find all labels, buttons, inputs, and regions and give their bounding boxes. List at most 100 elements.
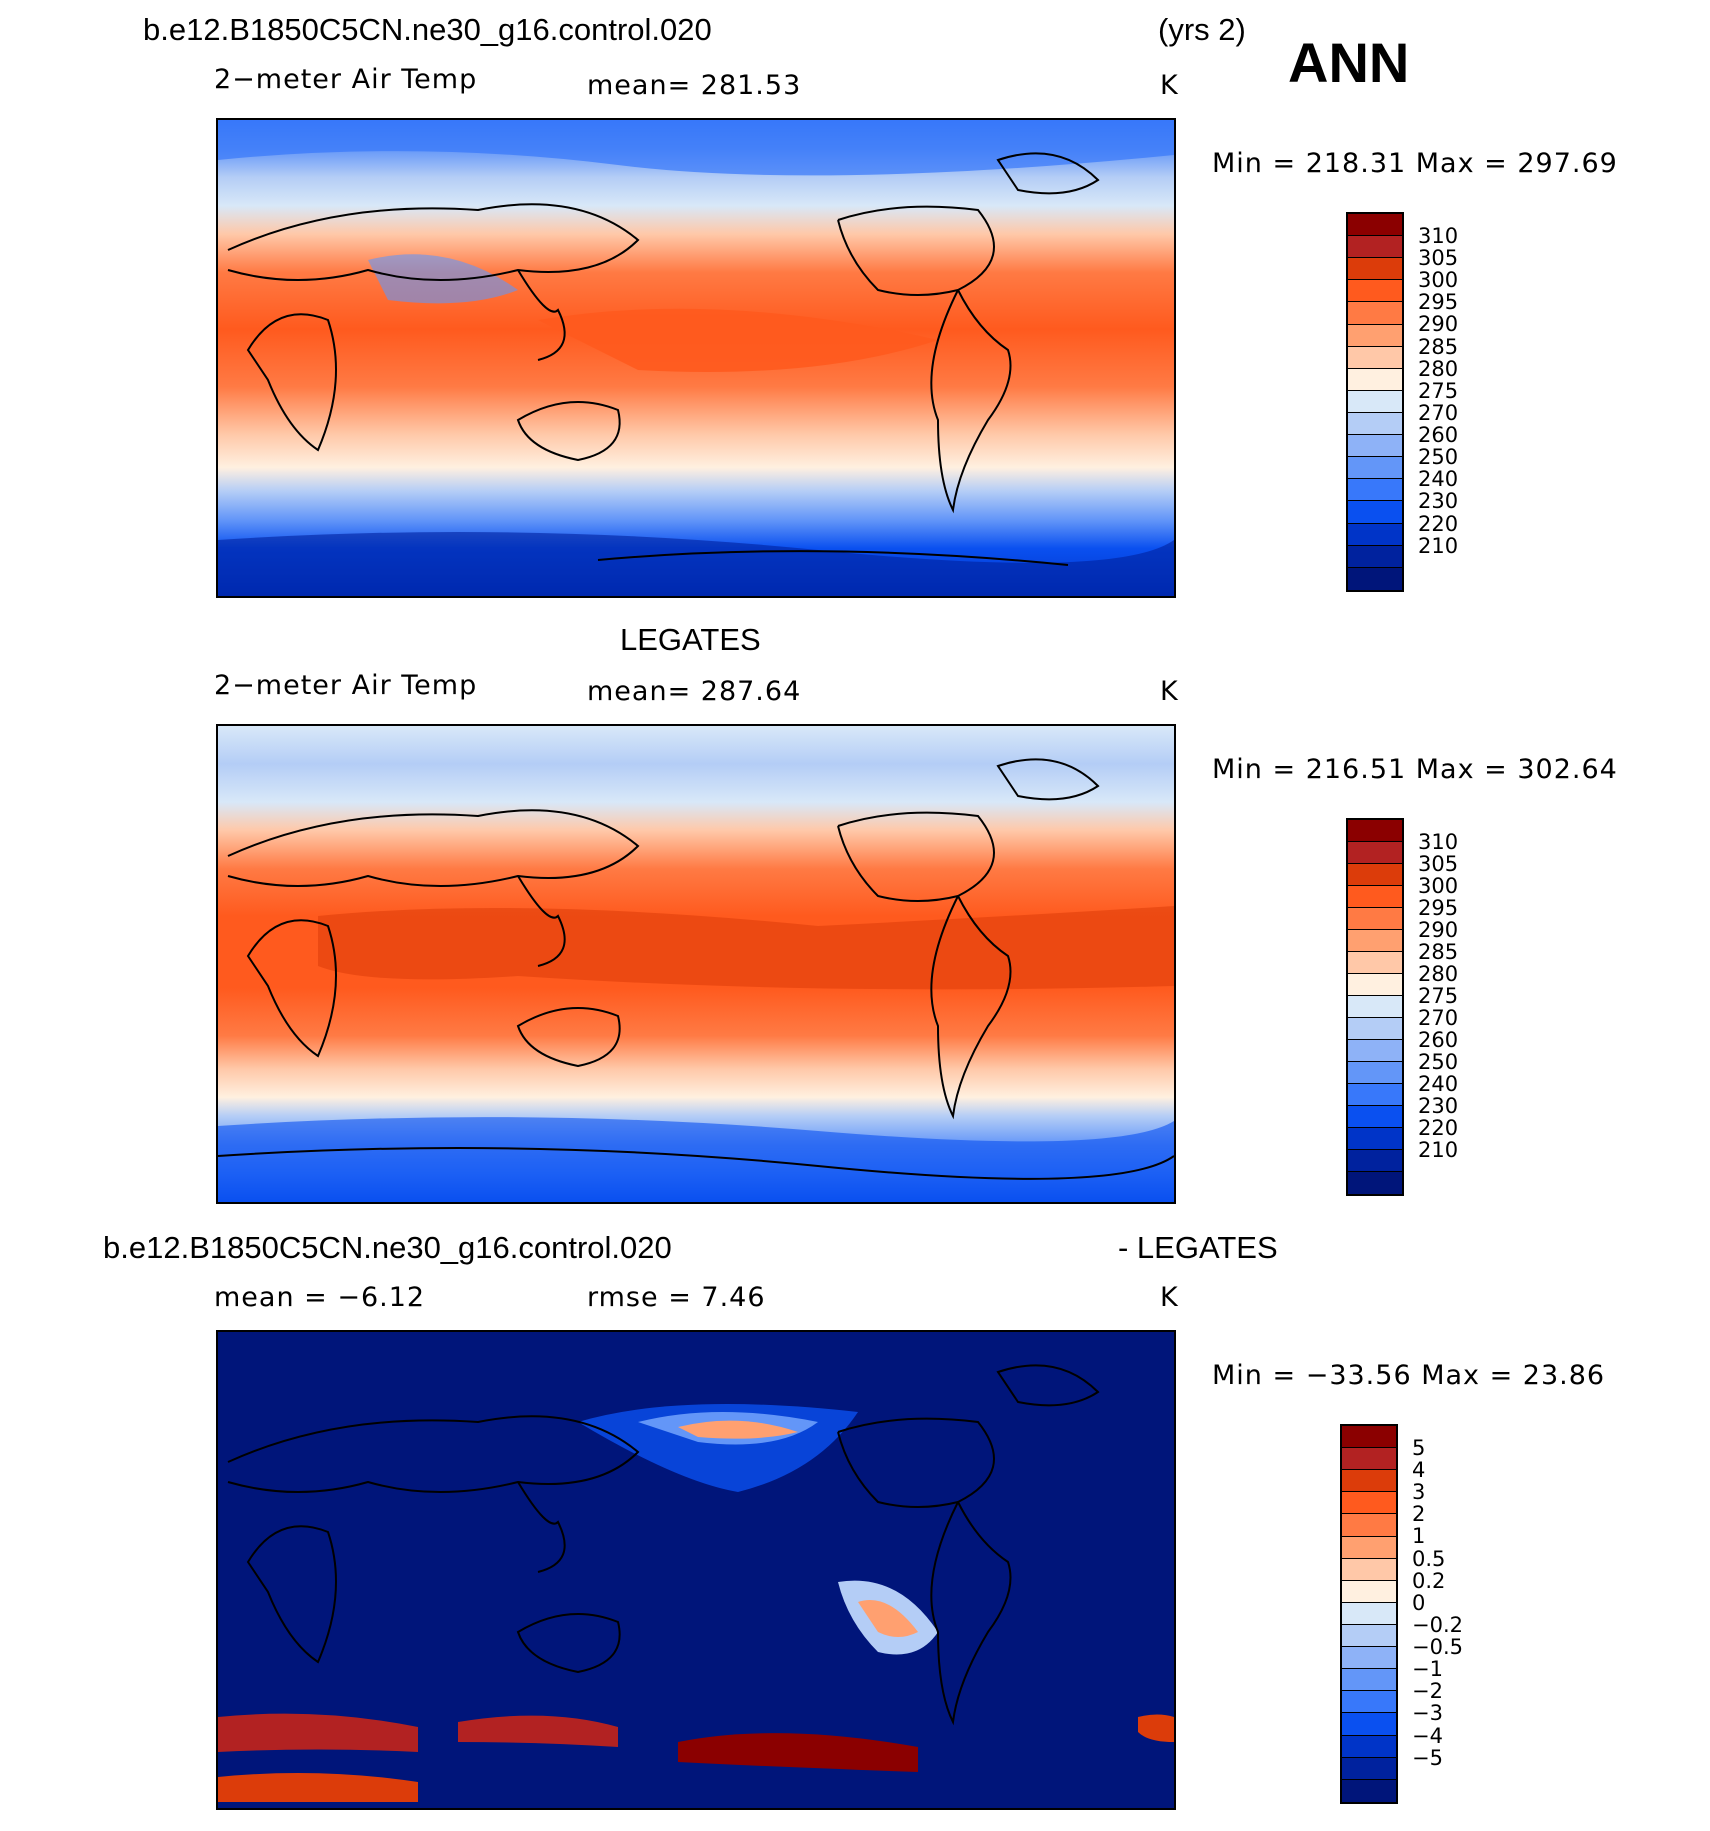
colorbar-swatch xyxy=(1348,545,1402,568)
panel3-heading: b.e12.B1850C5CN.ne30_g16.control.020 xyxy=(103,1230,672,1265)
colorbar-tick-label: 220 xyxy=(1418,1116,1459,1140)
colorbar-swatch xyxy=(1342,1779,1396,1802)
panel1-variable: 2−meter Air Temp xyxy=(214,64,478,95)
panel2-units: K xyxy=(1160,676,1179,707)
colorbar-swatch xyxy=(1342,1757,1396,1780)
colorbar-tick-label: 220 xyxy=(1418,511,1459,536)
panel2-variable: 2−meter Air Temp xyxy=(214,670,478,701)
colorbar-tick-label: 1 xyxy=(1412,1524,1426,1549)
colorbar-swatch xyxy=(1342,1735,1396,1758)
colorbar-tick-label: 5 xyxy=(1412,1436,1426,1460)
colorbar-tick-label: 0 xyxy=(1412,1590,1426,1615)
colorbar-swatch xyxy=(1348,820,1402,842)
colorbar-swatch xyxy=(1348,886,1402,908)
obs-temperature-map xyxy=(216,724,1176,1204)
colorbar-tick-label: 305 xyxy=(1418,852,1459,876)
panel3-mean: mean = −6.12 xyxy=(214,1282,426,1313)
colorbar-swatch xyxy=(1348,346,1402,369)
colorbar-tick-label: 210 xyxy=(1418,533,1459,558)
colorbar-tick-label: 230 xyxy=(1418,1094,1459,1118)
colorbar-tick-label: 0.5 xyxy=(1412,1546,1446,1571)
colorbar-swatch xyxy=(1342,1514,1396,1537)
colorbar-swatch xyxy=(1348,1128,1402,1150)
colorbar-swatch xyxy=(1342,1669,1396,1692)
colorbar-swatch xyxy=(1348,1106,1402,1128)
colorbar-swatch xyxy=(1348,479,1402,502)
colorbar-tick-label: −1 xyxy=(1412,1657,1443,1682)
colorbar-swatch xyxy=(1348,930,1402,952)
colorbar-tick-label: 250 xyxy=(1418,1050,1459,1074)
colorbar-swatch xyxy=(1348,324,1402,347)
colorbar-swatch xyxy=(1348,1062,1402,1084)
colorbar-tick-label: 250 xyxy=(1418,445,1459,470)
colorbar-swatch xyxy=(1342,1558,1396,1581)
colorbar-tick-label: −4 xyxy=(1412,1723,1443,1748)
colorbar-swatch xyxy=(1348,996,1402,1018)
colorbar-tick-label: 240 xyxy=(1418,1072,1459,1096)
colorbar-swatch xyxy=(1348,412,1402,436)
colorbar-swatch xyxy=(1348,501,1402,524)
colorbar-swatch xyxy=(1342,1492,1396,1515)
colorbar-swatch xyxy=(1348,908,1402,930)
colorbar-swatch xyxy=(1348,236,1402,259)
map-svg-3 xyxy=(218,1332,1174,1808)
colorbar-swatch xyxy=(1348,1084,1402,1106)
colorbar-tick-label: 230 xyxy=(1418,489,1459,514)
colorbar-tick-label: 4 xyxy=(1412,1458,1426,1483)
colorbar-swatch xyxy=(1348,1172,1402,1194)
difference-map xyxy=(216,1330,1176,1810)
colorbar-tick-label: 300 xyxy=(1418,874,1459,898)
colorbar-tick-label: 270 xyxy=(1418,400,1459,425)
colorbar-swatch xyxy=(1348,567,1402,590)
colorbar-tick-label: 280 xyxy=(1418,356,1459,381)
colorbar-swatch xyxy=(1348,952,1402,974)
colorbar-tick-label: 3 xyxy=(1412,1480,1426,1505)
colorbar-swatch xyxy=(1342,1580,1396,1603)
colorbar-swatch xyxy=(1342,1624,1396,1648)
colorbar-swatch xyxy=(1348,390,1402,413)
panel2-minmax: Min = 216.51 Max = 302.64 xyxy=(1212,754,1618,785)
colorbar-tick-label: −2 xyxy=(1412,1679,1443,1704)
colorbar-swatch xyxy=(1342,1536,1396,1559)
colorbar-tick-label: 260 xyxy=(1418,1028,1459,1052)
panel3-units: K xyxy=(1160,1282,1179,1313)
case-title: b.e12.B1850C5CN.ne30_g16.control.020 xyxy=(143,12,712,47)
colorbar-tick-label: 210 xyxy=(1418,1138,1459,1162)
colorbar-swatch xyxy=(1342,1691,1396,1714)
panel3-minmax: Min = −33.56 Max = 23.86 xyxy=(1212,1360,1606,1391)
panel2-heading: LEGATES xyxy=(620,622,761,657)
colorbar-difference xyxy=(1340,1424,1398,1804)
colorbar-swatch xyxy=(1348,302,1402,325)
colorbar-swatch xyxy=(1348,864,1402,886)
colorbar-tick-label: 240 xyxy=(1418,467,1459,492)
colorbar-swatch xyxy=(1348,1040,1402,1062)
colorbar-tick-label: 280 xyxy=(1418,962,1459,986)
season-label: ANN xyxy=(1288,31,1410,94)
colorbar-tick-label: 270 xyxy=(1418,1006,1459,1030)
colorbar-swatch xyxy=(1342,1713,1396,1736)
colorbar-swatch xyxy=(1348,435,1402,458)
colorbar-swatch xyxy=(1342,1602,1396,1625)
colorbar-tick-label: 295 xyxy=(1418,290,1459,315)
colorbar-swatch xyxy=(1348,974,1402,996)
colorbar-tick-label: −0.5 xyxy=(1412,1635,1463,1660)
colorbar-swatch xyxy=(1342,1448,1396,1471)
colorbar-obs xyxy=(1346,818,1404,1196)
colorbar-tick-label: 290 xyxy=(1418,312,1459,337)
model-temperature-map xyxy=(216,118,1176,598)
colorbar-tick-label: 290 xyxy=(1418,918,1459,942)
map-svg-2 xyxy=(218,726,1174,1202)
colorbar-swatch xyxy=(1348,214,1402,237)
colorbar-tick-label: −5 xyxy=(1412,1745,1443,1770)
colorbar-tick-label: 285 xyxy=(1418,940,1459,964)
colorbar-swatch xyxy=(1348,523,1402,546)
colorbar-tick-label: 275 xyxy=(1418,984,1459,1008)
panel1-minmax: Min = 218.31 Max = 297.69 xyxy=(1212,148,1618,179)
colorbar-tick-label: 295 xyxy=(1418,896,1459,920)
colorbar-tick-label: −0.2 xyxy=(1412,1612,1463,1637)
panel3-heading-right: - LEGATES xyxy=(1118,1230,1278,1265)
colorbar-tick-label: 300 xyxy=(1418,268,1459,293)
panel2-mean: mean= 287.64 xyxy=(587,676,802,707)
years-label: (yrs 2) xyxy=(1158,12,1246,47)
colorbar-swatch xyxy=(1348,258,1402,281)
